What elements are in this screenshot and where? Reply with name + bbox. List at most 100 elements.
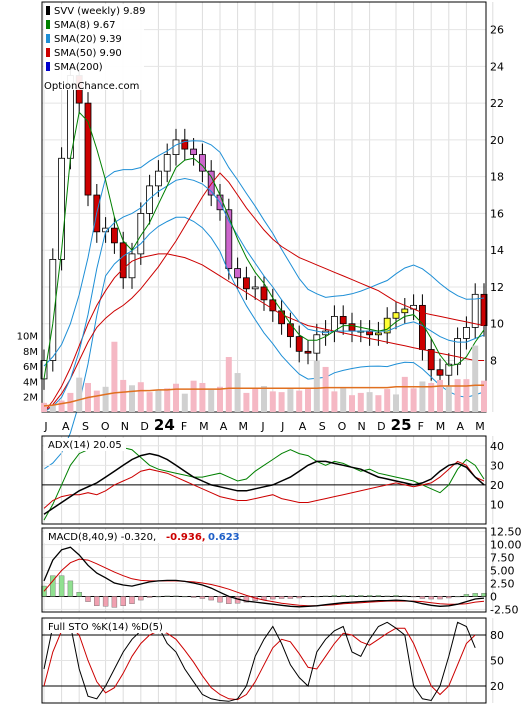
x-axis-tick-label: M: [239, 420, 249, 433]
macd-histogram-bar: [182, 596, 188, 598]
candle-body: [49, 258, 57, 361]
macd-histogram-bar: [173, 595, 179, 597]
x-axis-tick-label: F: [181, 420, 187, 433]
macd-axis-tick-label: 7.50: [490, 552, 515, 565]
volume-bar: [375, 395, 382, 412]
volume-bar: [331, 391, 338, 412]
candle-body: [146, 185, 154, 214]
stochastic-axis-tick-label: 20: [490, 680, 504, 693]
candle-body: [436, 369, 444, 376]
macd-histogram-bar: [446, 596, 452, 599]
adx-axis-tick-label: 10: [490, 498, 504, 511]
candle-body: [295, 336, 303, 352]
macd-histogram-bar: [305, 596, 311, 598]
macd-histogram-bar: [120, 596, 126, 606]
volume-bar: [419, 381, 426, 412]
macd-histogram-bar: [331, 595, 338, 597]
volume-bar: [76, 377, 83, 412]
price-legend: SVV (weekly) 9.89 SMA(8) 9.67 SMA(20) 9.39…: [44, 4, 145, 90]
x-axis-tick-label: M: [475, 420, 485, 433]
x-axis-tick-label: F: [418, 420, 424, 433]
volume-bar: [181, 393, 188, 412]
volume-bar: [217, 386, 223, 412]
stochastic-d-line: [43, 625, 476, 701]
candle-body: [181, 139, 189, 150]
price-axis-tick-label: 8: [490, 355, 497, 368]
candle-body: [330, 315, 338, 332]
x-axis-tick-label: A: [220, 420, 228, 433]
price-axis-tick-label: 14: [490, 244, 504, 257]
legend-swatch: [46, 6, 50, 15]
stochastic-panel: 20 50 80 Full STO %K(14) %D(5): [41, 617, 504, 704]
adx-axis-tick-label: 20: [490, 479, 504, 492]
adx-axis-tick-label: 30: [490, 459, 504, 472]
macd-histogram-bar: [76, 592, 82, 597]
candle-body: [58, 157, 65, 260]
x-axis-tick-label: M: [199, 420, 209, 433]
candle-body: [366, 330, 374, 336]
candle-body: [251, 286, 259, 290]
volume-bar: [208, 389, 215, 412]
macd-histogram-bar: [67, 580, 74, 597]
volume-bar: [93, 390, 100, 412]
x-axis-tick-label: O: [338, 420, 347, 433]
x-axis-tick-label: A: [457, 420, 465, 433]
price-panel: 8 10 12 14 16 18 20 22 24 26 SVV (weekly) 9.89 SMA(…: [40, 1, 504, 470]
macd-histogram-bar: [164, 595, 170, 597]
volume-bar: [269, 391, 276, 412]
macd-histogram-bar: [472, 593, 478, 597]
price-axis-tick-label: 26: [490, 24, 504, 37]
candle-body: [401, 308, 409, 314]
macd-histogram-bar: [384, 595, 390, 597]
x-axis-tick-label: S: [82, 420, 89, 433]
candle-body: [137, 213, 145, 255]
volume-bar: [199, 382, 206, 412]
volume-bar: [428, 382, 435, 412]
macd-histogram-bar: [217, 596, 223, 603]
adx-frame: [41, 435, 487, 525]
candle-body: [242, 277, 250, 290]
macd-histogram-bar: [454, 596, 461, 598]
volume-bar: [357, 392, 364, 412]
macd-histogram-bar: [437, 596, 443, 600]
candle-body: [111, 227, 118, 244]
stochastic-axis-tick-label: 80: [490, 629, 504, 642]
volume-bar: [401, 376, 408, 412]
macd-histogram-bar: [50, 575, 56, 597]
price-axis-tick-label: 20: [490, 134, 504, 147]
volume-bar: [340, 388, 347, 412]
volume-bar: [261, 386, 267, 412]
x-axis-tick-label: O: [101, 420, 110, 433]
macd-histogram-bar: [322, 595, 329, 597]
candle-body: [313, 334, 321, 354]
volume-bar: [41, 402, 47, 412]
candle-body: [40, 360, 48, 380]
minus-di-line: [43, 460, 485, 509]
legend-label: SMA(8) 9.67: [54, 20, 115, 31]
volume-bar: [278, 392, 285, 412]
price-axis-tick-label: 10: [490, 318, 504, 331]
macd-histogram-bar: [94, 596, 100, 606]
volume-bar: [129, 385, 135, 412]
candle-body: [348, 323, 356, 332]
macd-histogram-bar: [314, 596, 320, 598]
x-axis-tick-label: A: [299, 420, 307, 433]
candle-body: [260, 286, 268, 301]
sma8-line: [43, 111, 485, 379]
macd-legend-label: MACD(8,40,9) -0.320,: [48, 532, 156, 543]
volume-bar: [252, 387, 259, 412]
volume-bar: [481, 380, 487, 412]
macd-axis-tick-label: 2.50: [490, 577, 515, 590]
macd-histogram-bar: [419, 596, 426, 599]
x-axis-tick-label: M: [436, 420, 446, 433]
volume-bar: [349, 395, 355, 412]
volume-bar: [190, 380, 197, 412]
macd-histogram-bar: [155, 596, 162, 598]
macd-axis-tick-label: 12.50: [490, 526, 522, 539]
price-axis-tick-label: 22: [490, 97, 504, 110]
volume-bar: [366, 392, 373, 412]
sma200-line: [43, 253, 484, 413]
macd-histogram-bar: [375, 595, 382, 597]
volume-axis-tick-label: 6M: [23, 362, 38, 373]
